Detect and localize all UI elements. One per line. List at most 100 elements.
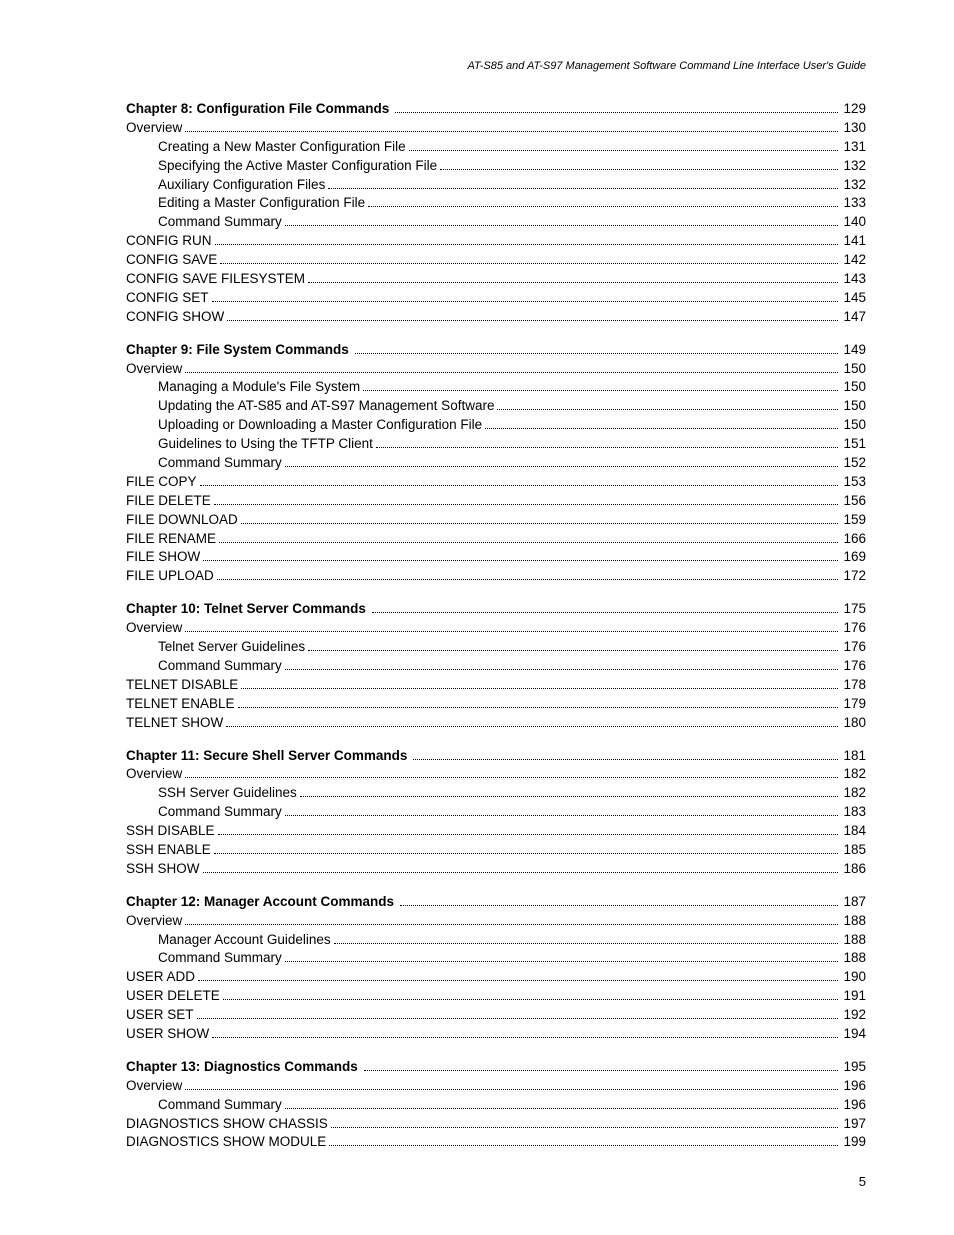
toc-leader-dots [372,612,839,613]
toc-leader-dots [185,1089,838,1090]
toc-row: Managing a Module's File System 150 [126,378,866,397]
toc-leader-dots [203,872,839,873]
toc-entry-label: CONFIG RUN [126,232,212,251]
toc-entry-label: SSH ENABLE [126,841,211,860]
toc-entry-label: FILE DOWNLOAD [126,511,238,530]
toc-leader-dots [219,542,838,543]
toc-entry-page: 186 [841,860,866,879]
toc-row: SSH Server Guidelines 182 [126,784,866,803]
toc-entry-page: 178 [841,676,866,695]
toc-leader-dots [285,961,839,962]
toc-entry-page: 184 [841,822,866,841]
toc-row: SSH SHOW 186 [126,860,866,879]
toc-entry-label: Command Summary [158,213,282,232]
toc-entry-label: Command Summary [158,1096,282,1115]
toc-row: USER SHOW 194 [126,1025,866,1044]
toc-leader-dots [334,943,839,944]
toc-leader-dots [241,523,839,524]
toc-row: Editing a Master Configuration File 133 [126,194,866,213]
toc-row: Manager Account Guidelines 188 [126,931,866,950]
toc-entry-label: Uploading or Downloading a Master Config… [158,416,482,435]
toc-leader-dots [440,169,838,170]
toc-entry-page: 129 [841,100,866,119]
toc-entry-label: Specifying the Active Master Configurati… [158,157,437,176]
toc-leader-dots [308,282,838,283]
toc-entry-label: Overview [126,765,182,784]
toc-entry-label: FILE COPY [126,473,197,492]
toc-entry-page: 132 [841,157,866,176]
toc-leader-dots [203,560,838,561]
toc-leader-dots [368,206,838,207]
toc-entry-label: Chapter 8: Configuration File Commands [126,100,389,119]
toc-entry-label: USER SET [126,1006,194,1025]
toc-row: FILE RENAME 166 [126,530,866,549]
toc-row: FILE SHOW 169 [126,548,866,567]
toc-entry-page: 183 [841,803,866,822]
toc-row: DIAGNOSTICS SHOW CHASSIS 197 [126,1115,866,1134]
page-number: 5 [859,1174,866,1189]
toc-entry-label: Creating a New Master Configuration File [158,138,406,157]
toc-row: FILE DELETE 156 [126,492,866,511]
toc-entry-label: FILE UPLOAD [126,567,214,586]
toc-entry-page: 179 [841,695,866,714]
toc-leader-dots [285,1108,839,1109]
toc-section: Chapter 8: Configuration File Commands 1… [126,100,866,327]
toc-leader-dots [214,504,839,505]
toc-entry-page: 196 [841,1096,866,1115]
toc-leader-dots [364,1070,839,1071]
toc-entry-label: USER DELETE [126,987,220,1006]
toc-row: Chapter 9: File System Commands 149 [126,341,866,360]
toc-entry-page: 190 [841,968,866,987]
toc-entry-page: 188 [841,931,866,950]
toc-entry-page: 195 [841,1058,866,1077]
toc-entry-label: Auxiliary Configuration Files [158,176,325,195]
toc-row: Command Summary 196 [126,1096,866,1115]
toc-leader-dots [285,815,839,816]
toc-entry-label: USER ADD [126,968,195,987]
toc-entry-label: TELNET ENABLE [126,695,235,714]
toc-leader-dots [238,707,839,708]
toc-entry-page: 153 [841,473,866,492]
toc-leader-dots [485,428,838,429]
toc-entry-page: 142 [841,251,866,270]
toc-entry-page: 166 [841,530,866,549]
toc-entry-page: 151 [841,435,866,454]
toc-leader-dots [241,688,838,689]
toc-row: Telnet Server Guidelines 176 [126,638,866,657]
toc-row: TELNET ENABLE 179 [126,695,866,714]
toc-entry-page: 176 [841,638,866,657]
toc-leader-dots [331,1127,839,1128]
toc-entry-label: CONFIG SHOW [126,308,224,327]
toc-entry-label: Guidelines to Using the TFTP Client [158,435,373,454]
toc-entry-page: 150 [841,397,866,416]
toc-entry-page: 197 [841,1115,866,1134]
document-header: AT-S85 and AT-S97 Management Software Co… [126,60,866,72]
toc-row: Chapter 11: Secure Shell Server Commands… [126,747,866,766]
toc-row: CONFIG SHOW 147 [126,308,866,327]
toc-row: Command Summary 176 [126,657,866,676]
toc-entry-page: 159 [841,511,866,530]
toc-leader-dots [395,112,838,113]
toc-entry-page: 191 [841,987,866,1006]
toc-entry-label: DIAGNOSTICS SHOW CHASSIS [126,1115,328,1134]
toc-entry-page: 176 [841,619,866,638]
toc-row: Overview 196 [126,1077,866,1096]
toc-entry-page: 199 [841,1133,866,1152]
toc-entry-page: 132 [841,176,866,195]
toc-row: Updating the AT-S85 and AT-S97 Managemen… [126,397,866,416]
toc-entry-label: CONFIG SAVE FILESYSTEM [126,270,305,289]
toc-row: Command Summary 140 [126,213,866,232]
toc-entry-page: 130 [841,119,866,138]
toc-entry-page: 196 [841,1077,866,1096]
toc-leader-dots [285,669,839,670]
toc-row: SSH ENABLE 185 [126,841,866,860]
toc-entry-page: 192 [841,1006,866,1025]
toc-leader-dots [363,390,838,391]
toc-entry-page: 150 [841,360,866,379]
toc-row: CONFIG SET 145 [126,289,866,308]
toc-row: Chapter 13: Diagnostics Commands 195 [126,1058,866,1077]
toc-section: Chapter 11: Secure Shell Server Commands… [126,747,866,879]
toc-entry-page: 180 [841,714,866,733]
toc-leader-dots [223,999,839,1000]
toc-entry-page: 152 [841,454,866,473]
